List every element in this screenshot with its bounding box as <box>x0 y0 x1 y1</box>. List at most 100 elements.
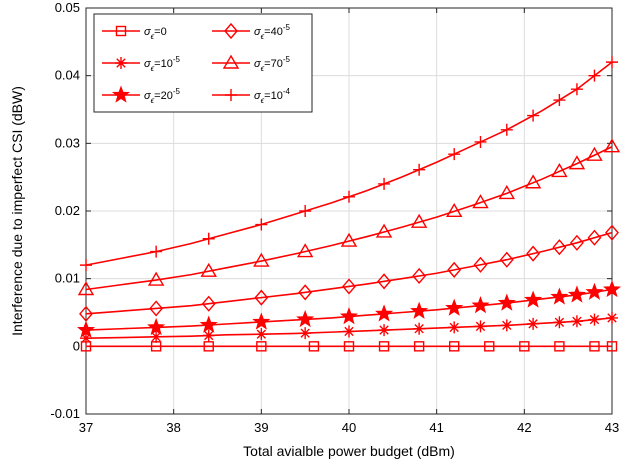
data-point-square <box>378 341 390 352</box>
x-axis-title: Total avialble power budget (dBm) <box>243 443 455 459</box>
data-point-triangle <box>603 138 621 153</box>
data-point-asterisk <box>378 324 391 337</box>
data-point-asterisk <box>150 330 163 343</box>
data-point-triangle <box>410 213 428 228</box>
data-point-diamond <box>447 261 462 278</box>
data-point-asterisk <box>474 320 487 333</box>
data-point-star <box>585 282 604 300</box>
data-point-star <box>147 317 166 336</box>
x-tick-label: 41 <box>429 420 443 435</box>
data-point-asterisk <box>570 315 583 328</box>
data-point-asterisk <box>500 319 513 332</box>
data-point-star <box>524 290 543 308</box>
data-point-plus <box>150 245 163 258</box>
data-point-square <box>484 341 495 352</box>
data-point-plus <box>448 148 461 161</box>
series-star <box>76 279 622 338</box>
data-point-square <box>203 341 214 352</box>
data-point-diamond <box>377 273 391 290</box>
data-point-asterisk <box>448 321 461 334</box>
data-point-asterisk <box>299 327 312 340</box>
series-triangle <box>77 138 621 296</box>
data-point-diamond <box>201 295 216 312</box>
data-point-asterisk <box>80 332 92 345</box>
series-line <box>85 231 613 315</box>
series-group <box>76 56 622 352</box>
y-axis-title: Interference due to imperfect CSI (dBW) <box>9 86 25 336</box>
y-tick-label: 0 <box>73 338 80 353</box>
data-point-triangle <box>147 271 165 286</box>
data-point-asterisk <box>343 325 355 338</box>
data-point-plus <box>474 135 487 148</box>
data-point-triangle <box>472 194 489 209</box>
legend-label: σϵ=0 <box>144 26 167 41</box>
legend-marker-square <box>115 25 127 37</box>
data-point-diamond <box>499 251 514 268</box>
data-point-plus <box>553 94 566 107</box>
legend-marker-star <box>111 85 131 103</box>
data-point-diamond <box>473 256 488 273</box>
y-tick-label: 0.04 <box>55 68 80 83</box>
data-point-star <box>550 287 569 305</box>
data-point-diamond <box>552 239 567 256</box>
data-point-asterisk <box>588 313 601 326</box>
data-point-triangle <box>296 243 314 258</box>
legend-item: σϵ=10-5 <box>102 55 181 73</box>
data-point-triangle <box>498 185 516 200</box>
data-point-plus <box>588 69 601 82</box>
y-tick-label: -0.01 <box>50 406 80 421</box>
data-point-diamond <box>298 284 313 301</box>
data-point-star <box>497 293 516 311</box>
x-tick-label: 39 <box>254 420 268 435</box>
data-point-triangle <box>568 155 586 170</box>
legend-item: σϵ=10-4 <box>212 87 291 105</box>
y-tick-label: 0.03 <box>55 135 80 150</box>
data-point-square <box>343 341 355 352</box>
series-plus <box>80 56 618 272</box>
data-point-triangle <box>586 146 603 161</box>
data-point-star <box>410 301 429 319</box>
data-point-asterisk <box>202 329 215 342</box>
x-tick-label: 37 <box>79 420 93 435</box>
data-point-square <box>554 341 565 352</box>
data-point-triangle <box>551 163 568 178</box>
data-point-triangle <box>445 202 463 218</box>
data-point-plus <box>570 83 583 96</box>
data-point-asterisk <box>553 316 566 329</box>
data-point-plus <box>500 123 513 136</box>
x-tick-label: 42 <box>517 420 531 435</box>
data-point-diamond <box>587 229 602 246</box>
data-point-plus <box>378 177 391 190</box>
data-point-star <box>567 285 586 303</box>
data-point-plus <box>299 205 312 217</box>
data-point-asterisk <box>606 311 618 324</box>
x-tick-label: 38 <box>166 420 180 435</box>
data-point-triangle <box>375 223 393 238</box>
data-point-diamond <box>526 245 541 262</box>
data-point-triangle <box>340 232 358 247</box>
y-tick-label: 0.02 <box>55 203 80 218</box>
y-tick-label: 0.05 <box>55 0 80 15</box>
data-point-diamond <box>149 300 164 317</box>
legend-label: σϵ=10-5 <box>144 55 181 73</box>
data-point-square <box>589 341 600 352</box>
series-line <box>85 145 613 291</box>
legend-label: σϵ=20-5 <box>144 87 181 105</box>
legend-marker-plus <box>225 89 237 101</box>
axis-ticks: 37 38 39 40 41 42 43 -0.01 0 0.01 0.02 0.03 0.04 0.05 <box>50 0 619 435</box>
data-point-triangle <box>200 262 217 277</box>
series-diamond <box>79 224 619 322</box>
data-point-star <box>375 304 394 322</box>
legend-label: σϵ=10-4 <box>254 87 291 105</box>
x-tick-label: 40 <box>342 420 356 435</box>
data-point-star <box>199 315 218 333</box>
data-point-diamond <box>605 224 619 241</box>
legend-label: σϵ=40-5 <box>254 23 291 41</box>
legend: σϵ=0 σϵ=10-5 σϵ=20-5 σϵ=40-5 σϵ=70-5 σϵ=10-4 <box>93 13 313 113</box>
data-point-star <box>471 296 490 314</box>
legend-item: σϵ=70-5 <box>212 54 291 73</box>
legend-marker-diamond <box>224 22 238 40</box>
data-point-star <box>602 279 622 298</box>
legend-item: σϵ=20-5 <box>102 85 181 105</box>
